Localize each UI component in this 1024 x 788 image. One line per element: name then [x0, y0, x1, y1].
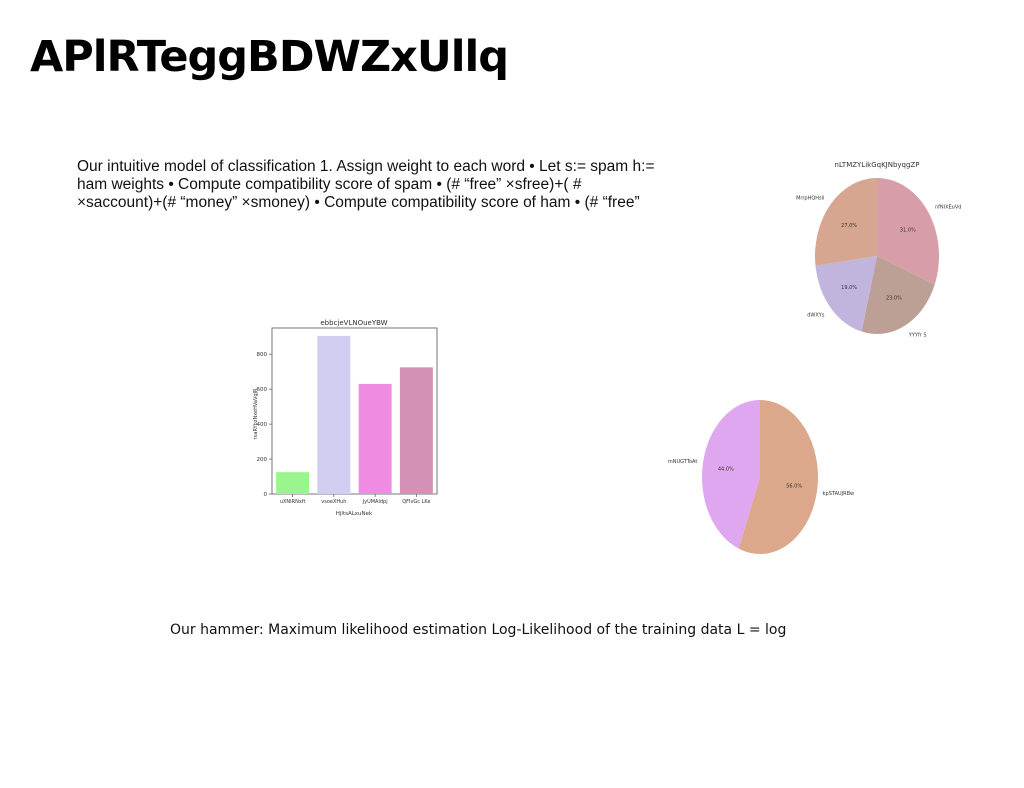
pie-2-slice-label: kpSTAUJRBw	[823, 491, 854, 497]
pie-1-slice-label: YYYfr S	[908, 333, 927, 339]
pie-chart-bottom: 56.0% kpSTAUJRBw 44.0% mNUGTToAt	[668, 400, 854, 554]
pie-2-slice-label: mNUGTToAt	[668, 459, 698, 465]
bar-2	[358, 383, 392, 494]
bar-3	[399, 367, 433, 494]
pie-chart-top: nLTMZYLikGqKJNbyqgZP 31.0% nfNIXEuVd 23.0%…	[796, 161, 962, 339]
bar-chart-xtick-label: JyUMAidpj	[362, 499, 388, 505]
pie-1-slice-label: dWXYs	[807, 312, 825, 318]
pie-1-slice-label: MrrpHQHsli	[796, 196, 824, 202]
pie-1-slice-0	[877, 178, 939, 285]
pie-1-slice-3	[815, 178, 877, 266]
bar-chart-xlabel: HjltsALxuNek	[336, 511, 373, 517]
pie-2-pct-label: 44.0%	[718, 466, 734, 472]
pie-1-slice-1	[861, 256, 935, 334]
bar-0	[276, 472, 310, 494]
pie-1-pct-label: 19.0%	[841, 285, 857, 291]
pie-1-slice-2	[815, 256, 877, 332]
pie-1-pct-label: 31.0%	[900, 228, 916, 234]
pie-2-slice-0	[738, 400, 818, 554]
bar-chart: ebbcjeVLNOueYBW HjltsALxuNek rxaRYbzNxeH…	[253, 319, 438, 517]
pie-1-pct-label: 23.0%	[886, 296, 902, 302]
pie-1-pct-label: 27.0%	[841, 223, 857, 229]
pie-2-pct-label: 56.0%	[786, 484, 802, 490]
pie-2-slice-1	[702, 400, 760, 549]
bar-1	[317, 335, 351, 494]
bar-chart-ytick-label: 0	[264, 492, 268, 498]
slide-body-text: Our intuitive model of classification 1.…	[77, 158, 655, 211]
bar-chart-xtick-label: vsoeXHuh	[321, 499, 346, 505]
bar-chart-xtick-label: QFIvGc LKe	[402, 499, 430, 505]
bar-chart-axes	[271, 327, 438, 495]
pie-1-slice-label: nfNIXEuVd	[935, 204, 962, 210]
bar-chart-ytick-label: 400	[257, 422, 268, 428]
bar-chart-title: ebbcjeVLNOueYBW	[320, 319, 387, 327]
bar-chart-ylabel: rxaRYbzNxeHVaVgJR	[253, 388, 259, 439]
slide-title: APlRTeggBDWZxUllq	[30, 32, 509, 82]
bar-chart-ytick-label: 800	[257, 352, 268, 358]
bar-chart-ytick-label: 200	[257, 457, 268, 463]
bar-chart-xtick-label: uXNIRNxft	[280, 499, 306, 505]
bar-chart-ytick-label: 600	[257, 387, 268, 393]
slide-footer-text: Our hammer: Maximum likelihood estimatio…	[170, 622, 787, 638]
pie-chart-top-title: nLTMZYLikGqKJNbyqgZP	[835, 161, 920, 169]
